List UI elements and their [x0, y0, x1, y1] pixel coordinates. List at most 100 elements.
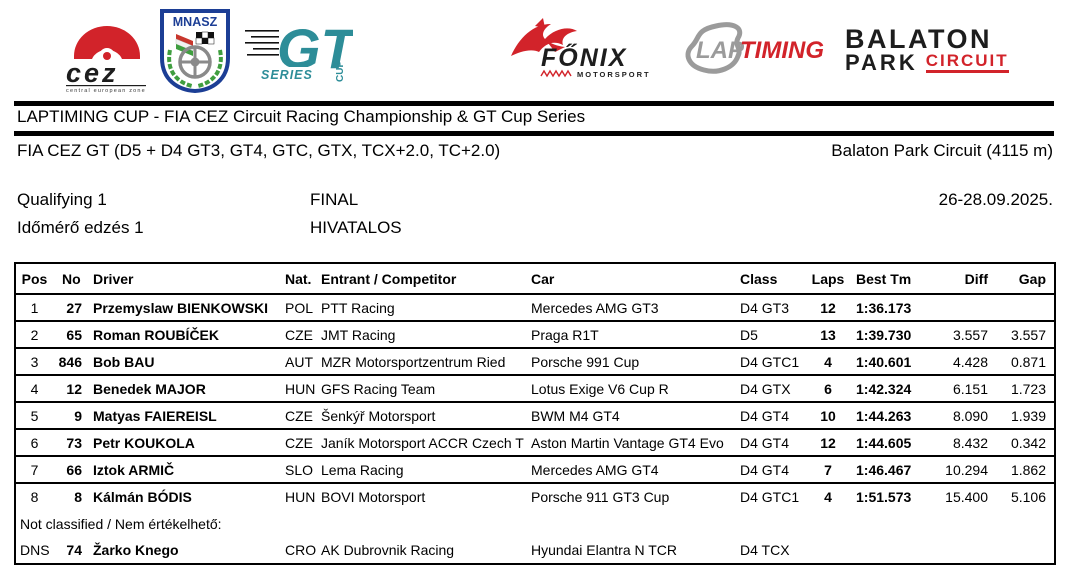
cell-gap: 0.871	[996, 348, 1055, 376]
session-status-hu: HIVATALOS	[310, 218, 402, 237]
cell-gap: 3.557	[996, 321, 1055, 349]
cell-best-tm: 1:39.730	[852, 321, 936, 349]
cell-laps: 13	[804, 321, 852, 349]
event-class-title: FIA CEZ GT (D5 + D4 GT3, GT4, GTC, GTX, …	[17, 141, 501, 160]
cell-driver: Petr KOUKOLA	[89, 429, 281, 457]
cell-gap	[996, 537, 1055, 564]
cell-diff: 8.090	[936, 402, 996, 430]
cell-no: 65	[53, 321, 89, 349]
cell-car: Mercedes AMG GT4	[527, 456, 736, 484]
cell-diff: 4.428	[936, 348, 996, 376]
cez-helmet-icon: cez central european zone	[66, 26, 146, 94]
cez-logo: cez central european zone	[56, 12, 156, 99]
mnasz-logo: MNASZ	[158, 8, 232, 99]
circuit-info: Balaton Park Circuit (4115 m)	[831, 141, 1053, 160]
cell-class: D4 GTX	[736, 375, 804, 403]
cell-driver: Roman ROUBÍČEK	[89, 321, 281, 349]
cell-car: Praga R1T	[527, 321, 736, 349]
svg-text:FŐNIX: FŐNIX	[541, 43, 627, 72]
fonix-phoenix-icon: FŐNIX MOTORSPORT	[511, 18, 649, 79]
svg-text:TIMING: TIMING	[740, 37, 824, 64]
cell-entrant: Janík Motorsport ACCR Czech T	[317, 429, 527, 457]
cell-no: 8	[74, 489, 82, 505]
cell-diff: 10.294	[936, 456, 996, 484]
event-date: 26-28.09.2025.	[938, 190, 1053, 209]
cell-best-tm: 1:40.601	[852, 348, 936, 376]
cell-class: D4 GT3	[736, 294, 804, 322]
table-row: 2 65 Roman ROUBÍČEK CZE JMT Racing Praga…	[15, 321, 1055, 349]
cell-car: Porsche 991 Cup	[527, 348, 736, 376]
table-row: 8 8 Kálmán BÓDIS HUN BOVI Motorsport Por…	[15, 483, 1055, 510]
cell-diff: 6.151	[936, 375, 996, 403]
cell-diff	[936, 537, 996, 564]
cell-nat: POL	[281, 294, 317, 322]
cell-class: D4 GTC1	[736, 348, 804, 376]
cell-nat: CZE	[281, 402, 317, 430]
col-car: Car	[527, 263, 736, 295]
cell-car: BWM M4 GT4	[527, 402, 736, 430]
cell-laps: 7	[804, 456, 852, 484]
cell-car: Hyundai Elantra N TCR	[531, 542, 678, 558]
cell-nat: SLO	[281, 456, 317, 484]
svg-text:SERIES: SERIES	[261, 68, 313, 82]
cell-no: 73	[53, 429, 89, 457]
svg-text:MNASZ: MNASZ	[173, 15, 218, 29]
cell-entrant: MZR Motorsportzentrum Ried	[317, 348, 527, 376]
col-entrant: Entrant / Competitor	[317, 263, 527, 295]
session-name-hu: Időmérő edzés 1	[17, 218, 144, 237]
cell-pos: 4	[15, 375, 53, 403]
cell-entrant: JMT Racing	[317, 321, 527, 349]
cell-best-tm: 1:42.324	[852, 375, 936, 403]
cell-gap: 5.106	[1010, 489, 1046, 505]
col-gap: Gap	[996, 263, 1055, 295]
cell-laps: 12	[804, 294, 852, 322]
cell-nat: CZE	[281, 429, 317, 457]
gt-series-icon: GT SERIES CUP	[245, 17, 360, 82]
session-status: FINAL	[310, 190, 359, 209]
not-classified-body: DNS 74 Žarko Knego CRO AK Dubrovnik Raci…	[15, 537, 1055, 564]
cell-diff	[936, 294, 996, 322]
cell-pos: 7	[15, 456, 53, 484]
cell-driver: Przemyslaw BIENKOWSKI	[89, 294, 281, 322]
cell-pos: 5	[15, 402, 53, 430]
cell-pos: DNS	[20, 542, 50, 558]
cell-pos: 3	[15, 348, 53, 376]
cell-class: D4 TCX	[740, 542, 790, 558]
title-divider-bottom	[14, 131, 1054, 136]
col-diff: Diff	[936, 263, 996, 295]
cell-diff: 15.400	[945, 489, 988, 505]
fonix-logo: FŐNIX MOTORSPORT	[505, 14, 657, 87]
cell-class: D5	[736, 321, 804, 349]
cell-best-tm: 1:51.573	[856, 489, 912, 505]
cell-no: 27	[53, 294, 89, 322]
cell-no: 74	[66, 542, 82, 558]
cell-gap: 0.342	[996, 429, 1055, 457]
cell-gap: 1.723	[996, 375, 1055, 403]
cell-diff: 8.432	[936, 429, 996, 457]
cell-class: D4 GT4	[736, 402, 804, 430]
cell-gap	[996, 294, 1055, 322]
cell-car: Aston Martin Vantage GT4 Evo	[527, 429, 736, 457]
cell-class: D4 GTC1	[740, 489, 800, 505]
header-row: Pos No Driver Nat. Entrant / Competitor …	[15, 263, 1055, 295]
table-row: 4 12 Benedek MAJOR HUN GFS Racing Team L…	[15, 375, 1055, 403]
cell-laps: 10	[804, 402, 852, 430]
cell-diff: 3.557	[936, 321, 996, 349]
balaton-park-word: PARK	[845, 50, 918, 75]
cell-gap: 1.939	[996, 402, 1055, 430]
cell-driver: Žarko Knego	[93, 542, 179, 558]
cell-pos: 1	[15, 294, 53, 322]
cell-laps: 12	[804, 429, 852, 457]
cell-best-tm: 1:44.263	[852, 402, 936, 430]
cell-driver: Kálmán BÓDIS	[93, 489, 192, 505]
cell-class: D4 GT4	[736, 429, 804, 457]
document-title: LAPTIMING CUP - FIA CEZ Circuit Racing C…	[17, 107, 586, 126]
cell-no: 9	[53, 402, 89, 430]
svg-text:cez: cez	[66, 58, 119, 88]
cell-driver: Iztok ARMIČ	[89, 456, 281, 484]
cell-entrant: Lema Racing	[317, 456, 527, 484]
cell-nat: AUT	[281, 348, 317, 376]
cell-best-tm: 1:36.173	[852, 294, 936, 322]
col-laps: Laps	[804, 263, 852, 295]
laptiming-track-icon: LAP TIMING	[685, 22, 824, 74]
